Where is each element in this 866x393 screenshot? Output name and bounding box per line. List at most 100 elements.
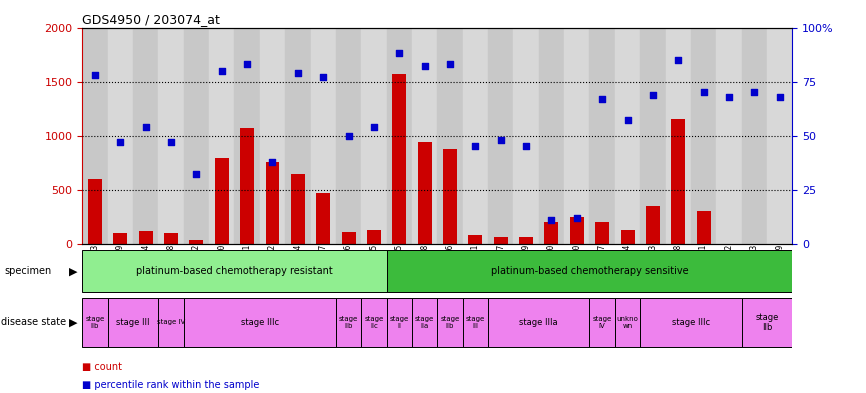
Point (671, 57, 685, 63)
Bar (767, 28, 792, 244)
Text: GSM1243879: GSM1243879 (116, 244, 125, 290)
FancyBboxPatch shape (437, 298, 462, 347)
Bar (82, 28, 107, 244)
Text: unkno
wn: unkno wn (617, 316, 638, 329)
Point (646, 91, 660, 97)
Text: platinum-based chemotherapy sensitive: platinum-based chemotherapy sensitive (491, 266, 688, 276)
Point (417, 63, 431, 70)
Bar (488, 28, 514, 244)
Bar (417, 142, 431, 244)
FancyBboxPatch shape (336, 298, 361, 347)
Bar (595, 222, 609, 244)
Bar (316, 193, 330, 244)
FancyBboxPatch shape (82, 298, 107, 347)
Bar (260, 28, 285, 244)
Text: ▶: ▶ (69, 317, 78, 327)
Bar (646, 206, 660, 244)
Text: disease state: disease state (1, 317, 66, 327)
Bar (291, 174, 305, 244)
Point (113, 139, 127, 145)
Bar (640, 28, 666, 244)
Text: GSM1243881: GSM1243881 (471, 244, 480, 290)
FancyBboxPatch shape (741, 298, 792, 347)
FancyBboxPatch shape (590, 298, 615, 347)
Point (341, 132, 355, 139)
Point (570, 215, 584, 221)
Text: GSM1243885: GSM1243885 (370, 244, 378, 290)
Text: GSM1243888: GSM1243888 (674, 244, 682, 290)
Bar (336, 28, 361, 244)
FancyBboxPatch shape (462, 298, 488, 347)
Text: GSM1243887: GSM1243887 (496, 244, 505, 290)
Bar (671, 119, 685, 244)
Text: GSM1243893: GSM1243893 (90, 244, 100, 290)
Text: ▶: ▶ (69, 266, 78, 276)
Bar (691, 28, 716, 244)
FancyBboxPatch shape (82, 250, 386, 292)
Bar (190, 241, 204, 244)
Point (494, 137, 507, 143)
Point (443, 61, 457, 67)
Text: stage
IIb: stage IIb (441, 316, 460, 329)
FancyBboxPatch shape (640, 298, 741, 347)
Point (722, 94, 736, 100)
Bar (285, 28, 311, 244)
Text: GSM1243895: GSM1243895 (395, 244, 404, 290)
Point (519, 143, 533, 149)
Bar (235, 28, 260, 244)
Bar (437, 28, 462, 244)
Bar (107, 28, 133, 244)
Bar (621, 230, 635, 244)
Text: stage IIIc: stage IIIc (672, 318, 710, 327)
Text: GSM1243889: GSM1243889 (521, 244, 531, 290)
Bar (570, 217, 584, 244)
Point (88, 72, 102, 78)
Bar (184, 28, 209, 244)
Point (621, 117, 635, 123)
Text: GSM1243880: GSM1243880 (217, 244, 226, 290)
Text: GSM1243900: GSM1243900 (572, 244, 581, 290)
FancyBboxPatch shape (412, 298, 437, 347)
Bar (367, 230, 381, 244)
Bar (209, 28, 235, 244)
Point (392, 50, 406, 57)
Bar (392, 74, 406, 244)
Text: specimen: specimen (4, 266, 52, 276)
Point (747, 89, 761, 95)
FancyBboxPatch shape (488, 298, 590, 347)
Text: GSM1243891: GSM1243891 (242, 244, 252, 290)
Bar (494, 237, 507, 244)
Bar (469, 235, 482, 244)
Bar (443, 149, 457, 244)
Point (545, 217, 559, 223)
FancyBboxPatch shape (386, 298, 412, 347)
Bar (615, 28, 640, 244)
Point (215, 68, 229, 74)
Bar (741, 28, 767, 244)
Text: GSM1243892: GSM1243892 (268, 244, 277, 290)
Bar (696, 211, 711, 244)
Bar (215, 158, 229, 244)
Bar (539, 28, 564, 244)
Text: GSM1243894: GSM1243894 (294, 244, 302, 290)
Bar (266, 162, 280, 244)
Point (595, 95, 609, 102)
Bar (88, 179, 102, 244)
Bar (519, 237, 533, 244)
Point (291, 70, 305, 76)
Point (190, 171, 204, 178)
Point (266, 158, 280, 165)
Bar (564, 28, 590, 244)
Bar (164, 233, 178, 244)
Text: GSM1243898: GSM1243898 (420, 244, 430, 290)
Bar (139, 231, 152, 244)
FancyBboxPatch shape (107, 298, 158, 347)
Text: stage IIIc: stage IIIc (241, 318, 279, 327)
Text: GSM1243903: GSM1243903 (750, 244, 759, 290)
Text: GSM1243897: GSM1243897 (319, 244, 327, 290)
Bar (361, 28, 386, 244)
Point (367, 124, 381, 130)
Text: stage
III: stage III (466, 316, 485, 329)
Bar (341, 232, 356, 244)
Text: GSM1243886: GSM1243886 (445, 244, 455, 290)
